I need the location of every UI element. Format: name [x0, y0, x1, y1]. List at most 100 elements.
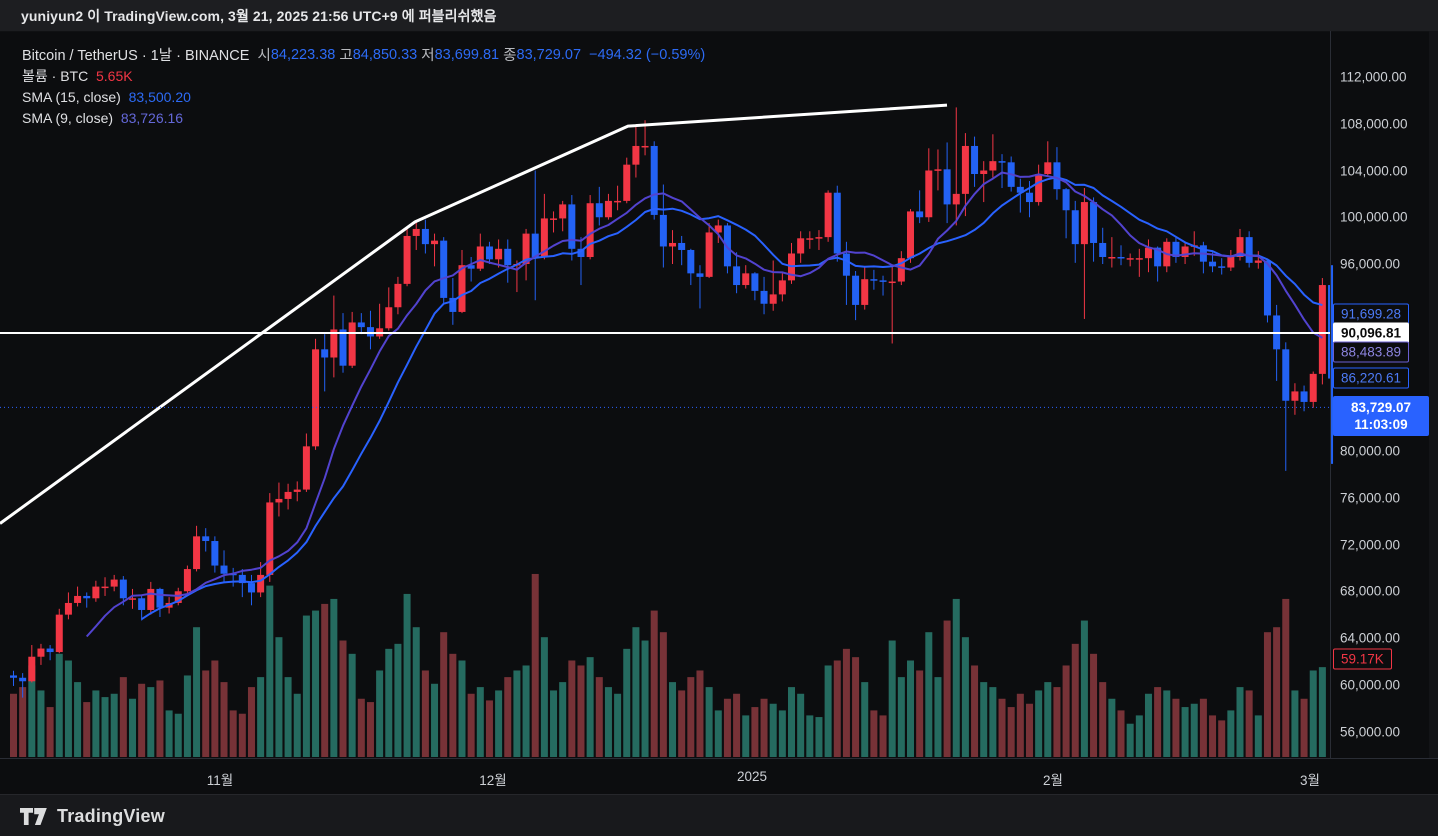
volume-bar [431, 683, 439, 757]
time-tick-label: 3월 [1300, 773, 1320, 788]
candle [421, 228, 429, 245]
current-price-label: 83,729.07 [1350, 400, 1412, 415]
tradingview-brand-text[interactable]: TradingView [57, 805, 165, 826]
sma15-label: SMA (15, close) [22, 88, 121, 105]
candle [64, 602, 72, 615]
candle [504, 248, 512, 266]
volume-bar [449, 653, 457, 757]
candle [330, 329, 338, 358]
volume-bar [568, 660, 576, 757]
trend-line-drawing[interactable] [0, 103, 948, 525]
volume-bar [577, 665, 585, 757]
volume-bar [92, 690, 100, 757]
volume-series [10, 573, 1326, 757]
candlestick-series [10, 107, 1334, 698]
volume-bar [1053, 687, 1061, 757]
candle [989, 161, 997, 171]
price-tick-label: 72,000.00 [1340, 537, 1401, 553]
candle [696, 273, 704, 277]
candle [1025, 192, 1033, 203]
volume-bar [806, 715, 814, 757]
volume-bar [943, 620, 951, 757]
volume-bar [559, 682, 567, 757]
volume-bar [1227, 710, 1235, 757]
volume-bar [19, 687, 27, 757]
volume-bar [961, 637, 969, 757]
legend-sma15-row[interactable]: SMA (15, close) 83,500.20 [22, 86, 705, 107]
volume-bar [788, 687, 796, 757]
volume-bar [888, 640, 896, 757]
candle [824, 192, 832, 238]
tradingview-logo-icon[interactable] [20, 807, 47, 825]
volume-bar [623, 648, 631, 757]
candle [266, 502, 274, 575]
legend-volume-row[interactable]: 볼륨 · BTC 5.65K [22, 65, 705, 86]
candle [888, 281, 896, 284]
bar-countdown: 11:03:09 [1354, 417, 1408, 432]
current-price-box: 83,729.07 11:03:09 [1333, 396, 1429, 436]
high-value: 84,850.33 [352, 46, 418, 63]
candle [412, 228, 420, 236]
candle [540, 218, 548, 257]
candle [357, 322, 365, 328]
candle [1016, 186, 1024, 193]
volume-bar [659, 632, 667, 757]
volume-bar [339, 640, 347, 757]
candle [595, 203, 603, 218]
candle [1254, 260, 1262, 263]
volume-bar [852, 657, 860, 757]
candle [916, 211, 924, 218]
high-label: 고 [339, 48, 353, 64]
volume-bar [879, 715, 887, 757]
hline-price-label: 90,096.81 [1333, 322, 1410, 344]
candle [1291, 391, 1299, 401]
volume-bar [1117, 710, 1125, 757]
candle [751, 273, 759, 291]
low-label: 저 [421, 48, 435, 64]
candle [1209, 261, 1217, 267]
volume-bar [760, 698, 768, 757]
volume-bar [705, 687, 713, 757]
right-edge-strip [1429, 31, 1438, 758]
candle [897, 258, 905, 282]
candle [128, 598, 136, 600]
volume-bar [1291, 690, 1299, 757]
candle [559, 204, 567, 219]
candle [37, 648, 45, 657]
price-tick-label: 112,000.00 [1340, 69, 1407, 85]
candle [961, 145, 969, 194]
candle [1236, 237, 1244, 257]
indicator-price-label: 88,483.89 [1333, 341, 1410, 363]
volume-bar [778, 710, 786, 757]
candle [760, 290, 768, 304]
candle [1154, 247, 1162, 267]
candle [1099, 242, 1107, 257]
candle [1318, 285, 1326, 374]
volume-bar [458, 660, 466, 757]
sma9-line [85, 171, 1323, 638]
volume-bar [550, 690, 558, 757]
legend-sma9-row[interactable]: SMA (9, close) 83,726.16 [22, 107, 705, 128]
volume-bar [1035, 690, 1043, 757]
price-tick-label: 64,000.00 [1340, 630, 1401, 646]
volume-bar [302, 615, 310, 757]
volume-bar [74, 682, 82, 757]
candle [641, 145, 649, 148]
symbol-title: Bitcoin / TetherUS · 1날 · BINANCE [22, 48, 250, 64]
open-value: 84,223.38 [270, 46, 336, 63]
candle [440, 240, 448, 298]
volume-bar [1199, 698, 1207, 757]
volume-bar [247, 687, 255, 757]
candle [1144, 247, 1152, 259]
volume-bar [46, 707, 54, 757]
volume-bar [284, 677, 292, 757]
low-value: 83,699.81 [434, 46, 500, 63]
indicator-price-label: 91,699.28 [1333, 303, 1410, 325]
candle [925, 170, 933, 218]
volume-bar [147, 687, 155, 757]
volume-bar [476, 687, 484, 757]
legend-symbol-row[interactable]: Bitcoin / TetherUS · 1날 · BINANCE 시 84,22… [22, 44, 705, 65]
volume-bar [842, 648, 850, 757]
